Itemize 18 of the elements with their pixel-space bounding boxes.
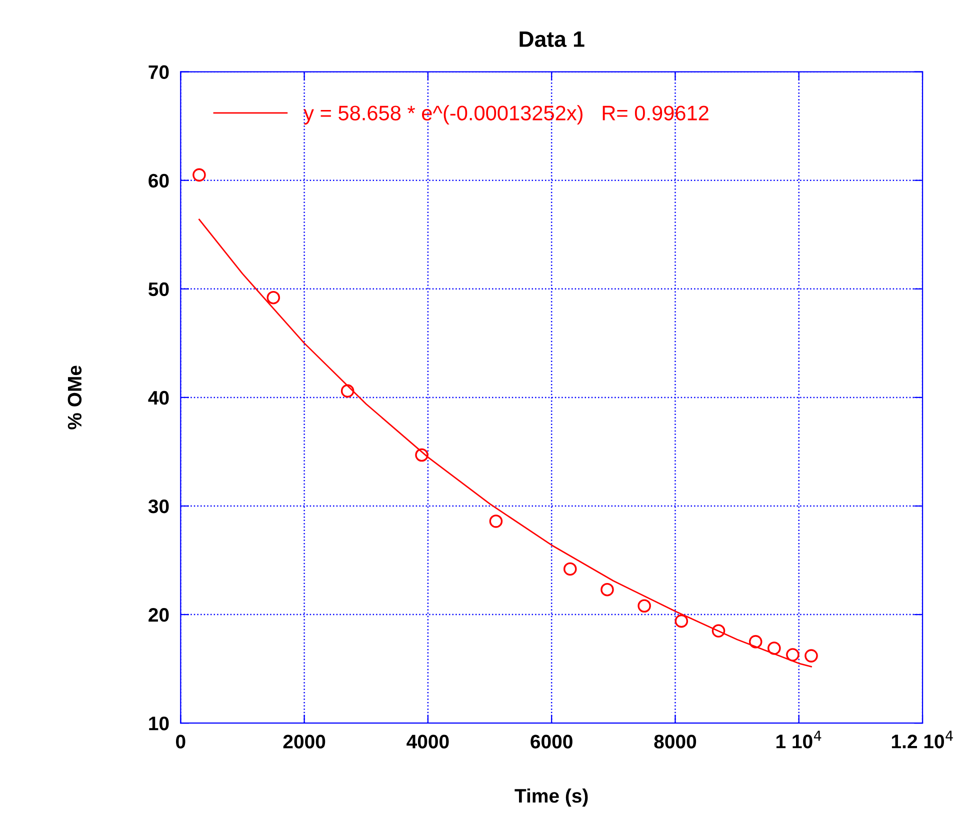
x-tick-label: 8000: [654, 734, 696, 749]
y-axis-title: % OMe: [68, 366, 82, 430]
x-tick-label: 4000: [406, 734, 449, 749]
x-tick-label: 2000: [283, 734, 326, 749]
y-tick-label: 50: [148, 282, 169, 296]
x-axis-title: Time (s): [514, 788, 588, 807]
x-tick-label: 0: [176, 734, 186, 749]
y-tick-label: 70: [148, 65, 169, 80]
x-tick-label: 6000: [530, 734, 572, 749]
y-tick-label: 40: [148, 390, 169, 405]
legend-label: y = 58.658 * e^(-0.00013252x) R= 0.99612: [304, 105, 708, 125]
y-tick-label: 30: [148, 499, 169, 514]
y-tick-label: 10: [149, 716, 169, 730]
x-tick-label: 1 10$^{4}$: [776, 730, 822, 748]
chart-title: Data 1: [520, 32, 584, 48]
y-tick-label: 20: [148, 608, 169, 622]
y-tick-label: 60: [148, 174, 169, 188]
x-tick-label: 1.2 10$^{4}$: [892, 730, 953, 748]
